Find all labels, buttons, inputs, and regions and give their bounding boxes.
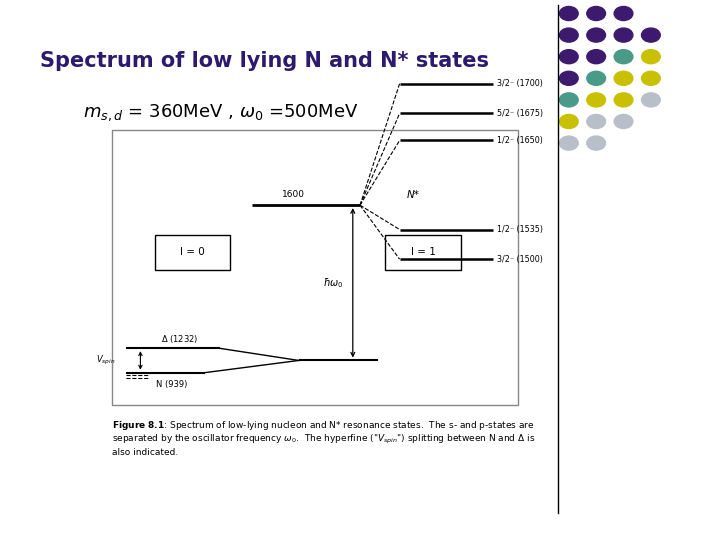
- Text: N*: N*: [407, 190, 420, 200]
- Text: 1/2⁻ (1650): 1/2⁻ (1650): [497, 136, 543, 145]
- Circle shape: [587, 114, 606, 129]
- Circle shape: [559, 93, 578, 107]
- Circle shape: [559, 136, 578, 150]
- Text: 3/2⁻ (1500): 3/2⁻ (1500): [497, 255, 543, 264]
- Circle shape: [614, 71, 633, 85]
- Circle shape: [559, 28, 578, 42]
- Bar: [112, 130, 518, 405]
- Circle shape: [587, 136, 606, 150]
- Circle shape: [642, 28, 660, 42]
- Circle shape: [642, 50, 660, 64]
- Circle shape: [559, 50, 578, 64]
- Circle shape: [614, 114, 633, 129]
- Text: $\Delta$ (1232): $\Delta$ (1232): [161, 333, 199, 345]
- Text: $V_{spin}$: $V_{spin}$: [96, 354, 115, 367]
- Text: 1600: 1600: [282, 190, 305, 199]
- Bar: [385, 235, 461, 270]
- Text: $\bf{Figure\ 8.1}$: Spectrum of low-lying nucleon and N* resonance states.  The : $\bf{Figure\ 8.1}$: Spectrum of low-lyin…: [112, 418, 535, 457]
- Text: 1/2⁻ (1535): 1/2⁻ (1535): [497, 225, 543, 234]
- Text: N (939): N (939): [156, 380, 187, 389]
- Circle shape: [614, 6, 633, 21]
- Circle shape: [587, 71, 606, 85]
- Text: $m_{s,d}$ = 360MeV , $\omega_0$ =500MeV: $m_{s,d}$ = 360MeV , $\omega_0$ =500MeV: [83, 103, 359, 123]
- Text: $\hbar\omega_0$: $\hbar\omega_0$: [323, 276, 344, 290]
- Text: 3/2⁻ (1700): 3/2⁻ (1700): [497, 79, 543, 88]
- Circle shape: [587, 50, 606, 64]
- Circle shape: [614, 50, 633, 64]
- Circle shape: [587, 93, 606, 107]
- Bar: [155, 235, 230, 270]
- Circle shape: [642, 71, 660, 85]
- Text: l = 1: l = 1: [410, 247, 436, 257]
- Circle shape: [559, 71, 578, 85]
- Circle shape: [614, 93, 633, 107]
- Text: l = 0: l = 0: [180, 247, 205, 257]
- Circle shape: [642, 93, 660, 107]
- Text: Spectrum of low lying N and N* states: Spectrum of low lying N and N* states: [40, 51, 489, 71]
- Circle shape: [559, 114, 578, 129]
- Circle shape: [614, 28, 633, 42]
- Circle shape: [587, 6, 606, 21]
- Circle shape: [587, 28, 606, 42]
- Text: 5/2⁻ (1675): 5/2⁻ (1675): [497, 109, 543, 118]
- Circle shape: [559, 6, 578, 21]
